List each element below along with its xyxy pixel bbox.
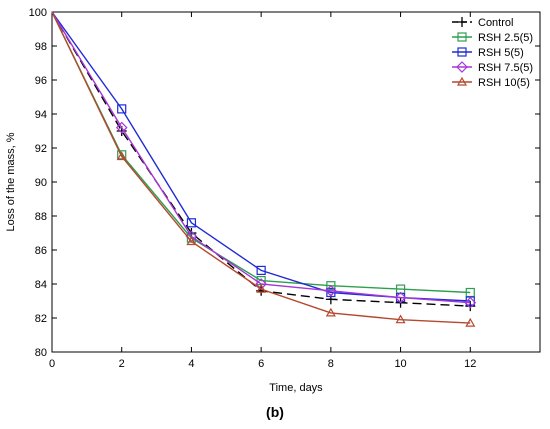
y-tick-label: 96 (35, 75, 47, 87)
legend-item: RSH 7.5(5) (452, 61, 533, 74)
data-point (116, 151, 127, 161)
y-axis: 80 82 84 86 88 90 92 94 96 98 100 (29, 7, 540, 359)
legend-marker (457, 47, 467, 57)
x-tick-label: 2 (119, 358, 125, 370)
data-point (186, 218, 197, 228)
legend-item: RSH 5(5) (452, 47, 524, 59)
legend-marker (456, 61, 468, 73)
data-point (117, 150, 127, 160)
y-tick-label: 100 (29, 7, 47, 19)
y-tick-label: 88 (35, 211, 47, 223)
x-tick-label: 6 (258, 358, 264, 370)
series-layer (51, 11, 477, 327)
legend-marker (457, 17, 467, 27)
series-line (51, 11, 471, 324)
legend-item: RSH 2.5(5) (452, 32, 533, 44)
y-tick-label: 92 (35, 143, 47, 155)
y-axis-title: Loss of the mass, % (5, 132, 17, 231)
y-tick-label: 86 (35, 245, 47, 257)
legend-label: RSH 5(5) (478, 47, 524, 59)
x-axis-title: Time, days (269, 382, 323, 394)
y-tick-label: 98 (35, 41, 47, 53)
y-tick-label: 90 (35, 177, 47, 189)
data-point (394, 291, 407, 304)
legend-item: Control (452, 17, 513, 29)
data-point (465, 301, 476, 312)
data-point (326, 281, 336, 291)
legend-label: RSH 10(5) (478, 77, 530, 89)
x-tick-label: 10 (394, 358, 406, 370)
legend-marker (457, 32, 467, 42)
data-point (117, 104, 127, 114)
x-tick-label: 12 (464, 358, 476, 370)
data-point (256, 265, 266, 275)
legend: Control RSH 2.5(5) RSH 5(5) RSH 7.5(5) RSH 1… (452, 17, 533, 89)
x-tick-label: 4 (188, 358, 194, 370)
x-axis: 0 2 4 6 8 10 12 (49, 12, 476, 370)
data-point (186, 236, 197, 246)
data-point (465, 317, 476, 327)
x-tick-label: 8 (328, 358, 334, 370)
legend-item: RSH 10(5) (452, 76, 530, 89)
legend-marker (456, 76, 468, 86)
data-point (395, 314, 406, 324)
legend-label: RSH 7.5(5) (478, 62, 533, 74)
data-point (256, 283, 267, 293)
figure-caption: (b) (266, 404, 284, 420)
data-point (325, 307, 336, 317)
y-tick-label: 82 (35, 313, 47, 325)
data-point (115, 121, 128, 134)
y-tick-label: 94 (35, 109, 47, 121)
data-point (325, 284, 337, 297)
series-line (51, 11, 471, 294)
x-tick-label: 0 (49, 358, 55, 370)
data-point (464, 296, 477, 309)
legend-label: RSH 2.5(5) (478, 32, 533, 44)
y-tick-label: 80 (35, 347, 47, 359)
y-tick-label: 84 (35, 279, 47, 291)
series-4 (51, 11, 476, 327)
legend-label: Control (478, 17, 513, 29)
